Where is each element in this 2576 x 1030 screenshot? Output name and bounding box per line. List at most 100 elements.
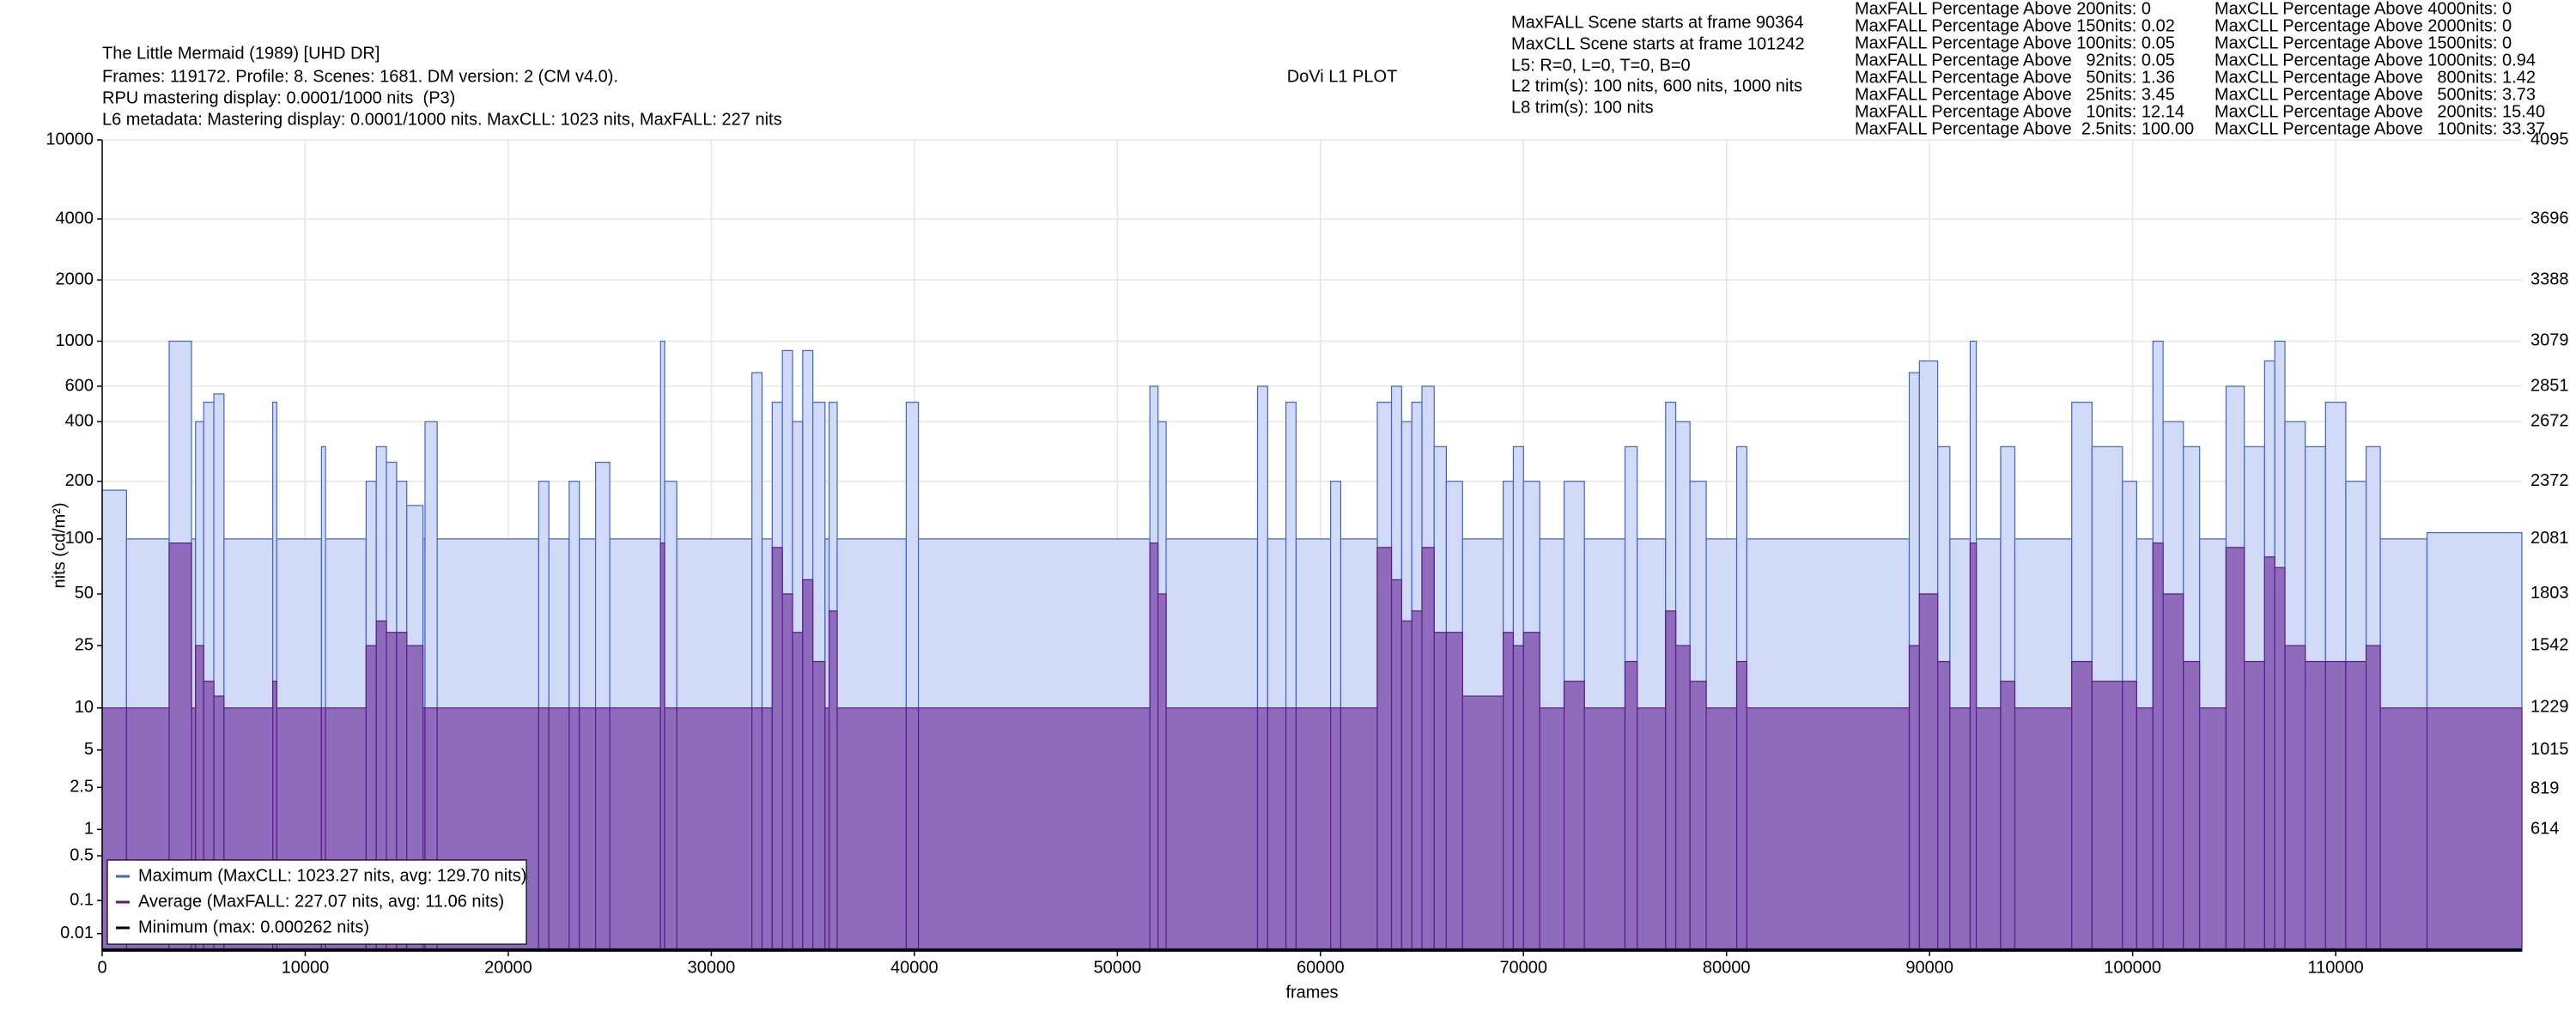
step-area: [2014, 707, 2073, 952]
stat-line: MaxCLL Percentage Above 800nits: 1.42: [2215, 68, 2536, 87]
step-area: [2225, 547, 2245, 952]
step-area: [1461, 695, 1504, 952]
y2-tick-label: 2081: [2530, 529, 2569, 548]
step-area: [771, 547, 783, 952]
x-tick-label: 10000: [282, 958, 330, 977]
step-area: [2345, 661, 2367, 952]
step-area: [1689, 681, 1707, 952]
y2-tick-label: 614: [2530, 820, 2559, 839]
step-area: [2000, 681, 2016, 952]
y2-tick-label: 4095: [2530, 130, 2569, 148]
x-tick-label: 80000: [1703, 958, 1751, 977]
x-tick-label: 30000: [688, 958, 736, 977]
step-area: [2284, 645, 2306, 952]
stat-line: MaxCLL Percentage Above 1500nits: 0: [2215, 33, 2512, 52]
y2-tick-label: 3388: [2530, 270, 2569, 288]
step-area: [1149, 542, 1159, 952]
step-area: [2365, 645, 2381, 952]
step-area: [781, 593, 793, 952]
step-area: [1512, 645, 1524, 952]
step-area: [2244, 661, 2265, 952]
step-area: [761, 707, 773, 952]
step-area: [579, 707, 597, 952]
x-tick-label: 110000: [2307, 958, 2363, 977]
step-area: [2162, 593, 2184, 952]
step-area: [1421, 547, 1435, 952]
step-area: [1624, 661, 1638, 952]
step-area: [836, 707, 908, 952]
step-area: [568, 707, 580, 952]
y-tick-label: 600: [65, 376, 94, 395]
step-area: [1949, 707, 1971, 952]
y-tick-label: 10: [75, 698, 94, 717]
y-tick-label: 4000: [56, 209, 94, 227]
y2-tick-label: 1803: [2530, 584, 2569, 603]
x-tick-label: 40000: [890, 958, 939, 977]
stat-line: MaxFALL Percentage Above 50nits: 1.36: [1855, 68, 2175, 87]
stat-line: MaxFALL Percentage Above 2.5nits: 100.00: [1855, 119, 2194, 138]
step-area: [595, 707, 611, 952]
step-area: [1267, 707, 1287, 952]
step-area: [1433, 632, 1447, 952]
step-area: [802, 579, 814, 952]
step-area: [1918, 593, 1939, 952]
y-tick-label: 10000: [46, 130, 94, 148]
y-tick-label: 50: [75, 584, 94, 603]
step-area: [1637, 707, 1667, 952]
step-area: [2071, 661, 2093, 952]
title: The Little Mermaid (1989) [UHD DR]: [102, 44, 380, 63]
info-line: L8 trim(s): 100 nits: [1511, 98, 1654, 117]
stat-line: MaxFALL Percentage Above 100nits: 0.05: [1855, 33, 2175, 52]
info-line: L5: R=0, L=0, T=0, B=0: [1511, 56, 1691, 75]
step-area: [905, 707, 920, 952]
step-area: [1330, 707, 1342, 952]
header-line: Frames: 119172. Profile: 8. Scenes: 1681…: [102, 67, 618, 86]
x-tick-label: 70000: [1499, 958, 1547, 977]
y-tick-label: 100: [65, 529, 94, 548]
y-tick-label: 1000: [56, 331, 94, 350]
x-tick-label: 0: [97, 958, 106, 977]
stat-line: MaxCLL Percentage Above 4000nits: 0: [2215, 0, 2512, 18]
legend-label: Maximum (MaxCLL: 1023.27 nits, avg: 129.…: [138, 866, 526, 885]
step-area: [1256, 707, 1268, 952]
step-area: [676, 707, 753, 952]
step-area: [1908, 645, 1920, 952]
step-area: [548, 707, 570, 952]
y-tick-label: 1: [84, 820, 94, 839]
step-area: [1665, 610, 1677, 952]
step-area: [1735, 661, 1747, 952]
step-area: [1969, 542, 1978, 952]
legend-label: Minimum (max: 0.000262 nits): [138, 918, 369, 936]
y-tick-label: 25: [75, 635, 94, 654]
step-area: [1975, 707, 2002, 952]
step-area: [1503, 632, 1515, 952]
step-area: [1445, 632, 1463, 952]
step-area: [2183, 661, 2201, 952]
step-area: [792, 632, 804, 952]
step-area: [1340, 707, 1378, 952]
x-tick-label: 100000: [2104, 958, 2161, 977]
step-area: [751, 707, 763, 952]
step-area: [1157, 593, 1167, 952]
step-area: [1295, 707, 1332, 952]
x-tick-label: 50000: [1094, 958, 1142, 977]
y2-tick-label: 1229: [2530, 698, 2569, 717]
step-area: [1937, 661, 1951, 952]
step-area: [2152, 542, 2164, 952]
y-tick-label: 200: [65, 471, 94, 490]
stat-line: MaxFALL Percentage Above 150nits: 0.02: [1855, 16, 2175, 35]
y-tick-label: 2000: [56, 270, 94, 288]
step-area: [659, 542, 665, 952]
x-tick-label: 60000: [1297, 958, 1345, 977]
stat-line: MaxFALL Percentage Above 25nits: 3.45: [1855, 85, 2175, 104]
step-area: [1539, 707, 1565, 952]
step-area: [1563, 681, 1585, 952]
y2-tick-label: 3079: [2530, 331, 2569, 350]
header-line: L6 metadata: Mastering display: 0.0001/1…: [102, 110, 782, 129]
x-tick-label: 90000: [1905, 958, 1953, 977]
step-area: [2091, 681, 2123, 952]
step-area: [1583, 707, 1626, 952]
y2-tick-label: 2372: [2530, 471, 2569, 490]
